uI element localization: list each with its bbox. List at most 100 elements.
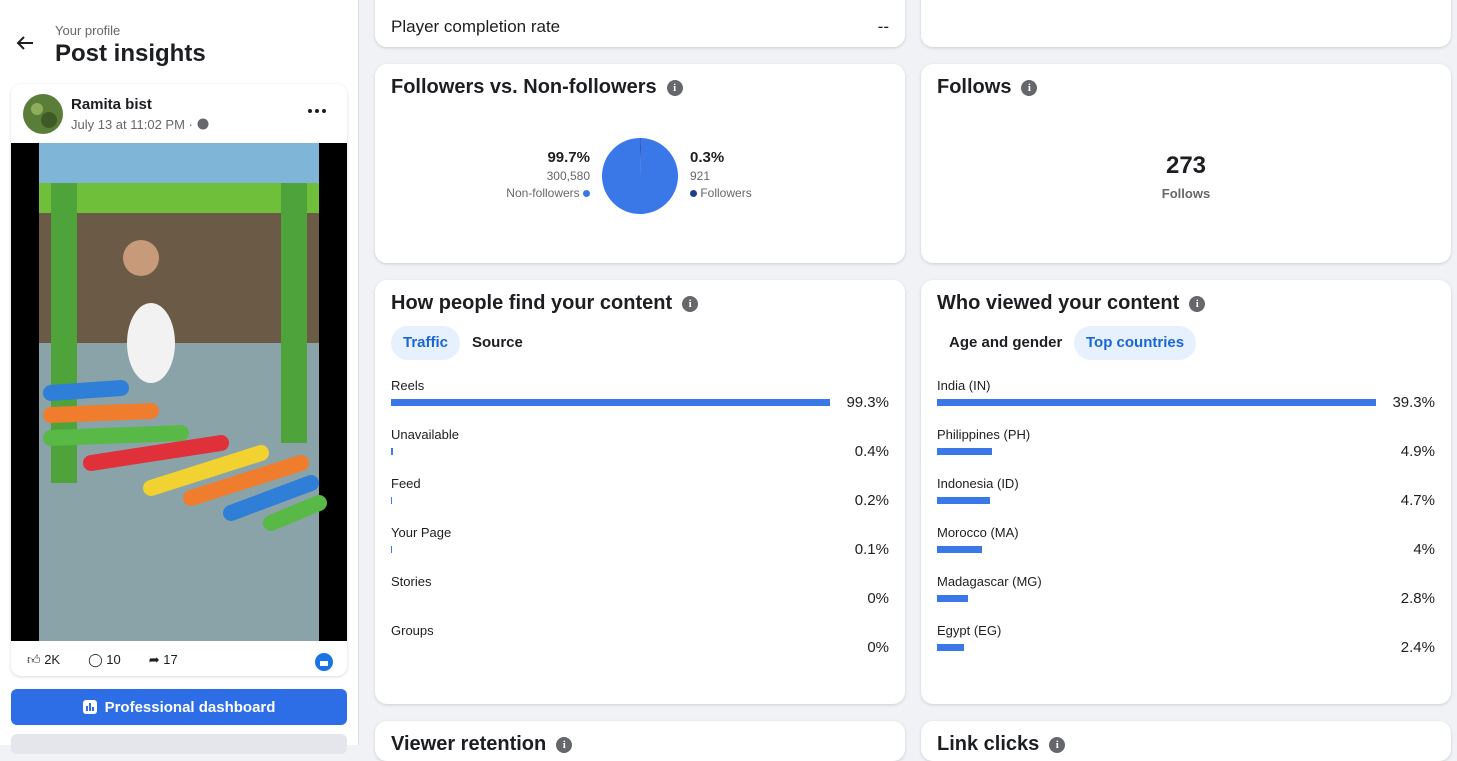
row-label: Reels: [391, 378, 424, 393]
share-count[interactable]: ➦ 17: [149, 652, 178, 668]
row-value: 0%: [867, 639, 889, 656]
bar: [937, 497, 990, 504]
page-title: Post insights: [55, 40, 206, 68]
tab[interactable]: Top countries: [1074, 326, 1196, 360]
slice-right: 0.3% 921 Followers: [690, 149, 752, 200]
slice-left: 99.7% 300,580 Non-followers: [506, 149, 590, 200]
comments: 10: [106, 652, 120, 667]
list-row: Groups 0%: [391, 623, 889, 672]
percent: 0.3%: [690, 149, 752, 166]
legend-dot: [690, 190, 697, 197]
row-value: 2.8%: [1401, 590, 1435, 607]
list-row: Philippines (PH) 4.9%: [937, 427, 1435, 476]
row-label: Morocco (MA): [937, 525, 1019, 540]
row-label: Feed: [391, 476, 421, 491]
slice-label: Followers: [700, 186, 751, 200]
list-row: India (IN) 39.3%: [937, 378, 1435, 427]
row-label: Stories: [391, 574, 431, 589]
list-row: Madagascar (MG) 2.8%: [937, 574, 1435, 623]
tab[interactable]: Age and gender: [937, 326, 1074, 360]
blank-card: [921, 0, 1451, 47]
bar: [937, 595, 968, 602]
completion-card: Player completion rate --: [375, 0, 905, 47]
follows-label: Follows: [921, 186, 1451, 201]
card-title: Followers vs. Non-followers i: [391, 76, 683, 99]
info-icon[interactable]: i: [1021, 80, 1037, 96]
sidebar: Your profile Post insights Ramita bist J…: [0, 0, 359, 745]
row-label: Indonesia (ID): [937, 476, 1019, 491]
title-text: Followers vs. Non-followers: [391, 76, 657, 99]
row-label: India (IN): [937, 378, 990, 393]
title-text: How people find your content: [391, 292, 672, 315]
row-label: Egypt (EG): [937, 623, 1001, 638]
info-icon[interactable]: i: [1189, 296, 1205, 312]
reactions: 👍︎ 2K ◯ 10 ➦ 17: [27, 652, 178, 668]
row-label: Madagascar (MG): [937, 574, 1042, 589]
list-row: Reels 99.3%: [391, 378, 889, 427]
info-icon[interactable]: i: [682, 296, 698, 312]
completion-value: --: [878, 17, 889, 37]
bar: [937, 546, 982, 553]
row-label: Your Page: [391, 525, 451, 540]
follows-value: 273: [921, 152, 1451, 180]
avatar[interactable]: [23, 94, 63, 134]
shares: 17: [163, 652, 177, 667]
legend-dot: [583, 190, 590, 197]
bar: [391, 448, 393, 455]
row-value: 4.9%: [1401, 443, 1435, 460]
bar: [937, 644, 964, 651]
comment-count[interactable]: ◯ 10: [88, 652, 121, 668]
row-value: 4%: [1413, 541, 1435, 558]
date-text: July 13 at 11:02 PM ·: [71, 117, 193, 132]
card-title: Follows i: [937, 76, 1037, 99]
row-value: 2.4%: [1401, 639, 1435, 656]
list-row: Morocco (MA) 4%: [937, 525, 1435, 574]
subtitle: Your profile: [55, 23, 120, 38]
row-value: 0%: [867, 590, 889, 607]
title-text: Who viewed your content: [937, 292, 1179, 315]
list-row: Egypt (EG) 2.4%: [937, 623, 1435, 672]
author[interactable]: Ramita bist: [71, 96, 152, 113]
like-badge: [315, 653, 333, 671]
card-title: How people find your content i: [391, 292, 698, 315]
tab[interactable]: Traffic: [391, 326, 460, 360]
count: 921: [690, 169, 752, 183]
row-label: Philippines (PH): [937, 427, 1030, 442]
pie-slice: [602, 138, 678, 214]
secondary-button[interactable]: [11, 734, 347, 754]
video[interactable]: [11, 143, 347, 641]
row-value: 99.3%: [846, 394, 889, 411]
post-card: Ramita bist July 13 at 11:02 PM ·: [11, 84, 347, 676]
list-row: Indonesia (ID)4.7%: [937, 476, 1435, 525]
count: 300,580: [506, 169, 590, 183]
dashboard-button[interactable]: Professional dashboard: [11, 689, 347, 725]
tab[interactable]: Source: [460, 326, 535, 360]
bar: [391, 399, 830, 406]
more-button[interactable]: [307, 108, 327, 114]
info-icon[interactable]: i: [667, 80, 683, 96]
pie-chart: [600, 136, 680, 216]
row-label: Groups: [391, 623, 434, 638]
percent: 99.7%: [506, 149, 590, 166]
card-title: Who viewed your content i: [937, 292, 1205, 315]
completion-label: Player completion rate: [391, 17, 560, 37]
title-text: Follows: [937, 76, 1011, 99]
row-value: 39.3%: [1392, 394, 1435, 411]
back-button[interactable]: [15, 33, 35, 53]
like-count[interactable]: 👍︎ 2K: [27, 652, 60, 668]
page: {"sidebar": {"subtitle": "Your profile",…: [0, 0, 1457, 745]
chart-icon: [83, 700, 97, 714]
follows-card: Follows i 273 Follows: [921, 64, 1451, 263]
slice-label: Non-followers: [506, 186, 579, 200]
globe-icon: [197, 118, 209, 130]
bar: [937, 399, 1376, 406]
row-value: 0.4%: [855, 443, 889, 460]
button-label: Professional dashboard: [105, 699, 276, 716]
